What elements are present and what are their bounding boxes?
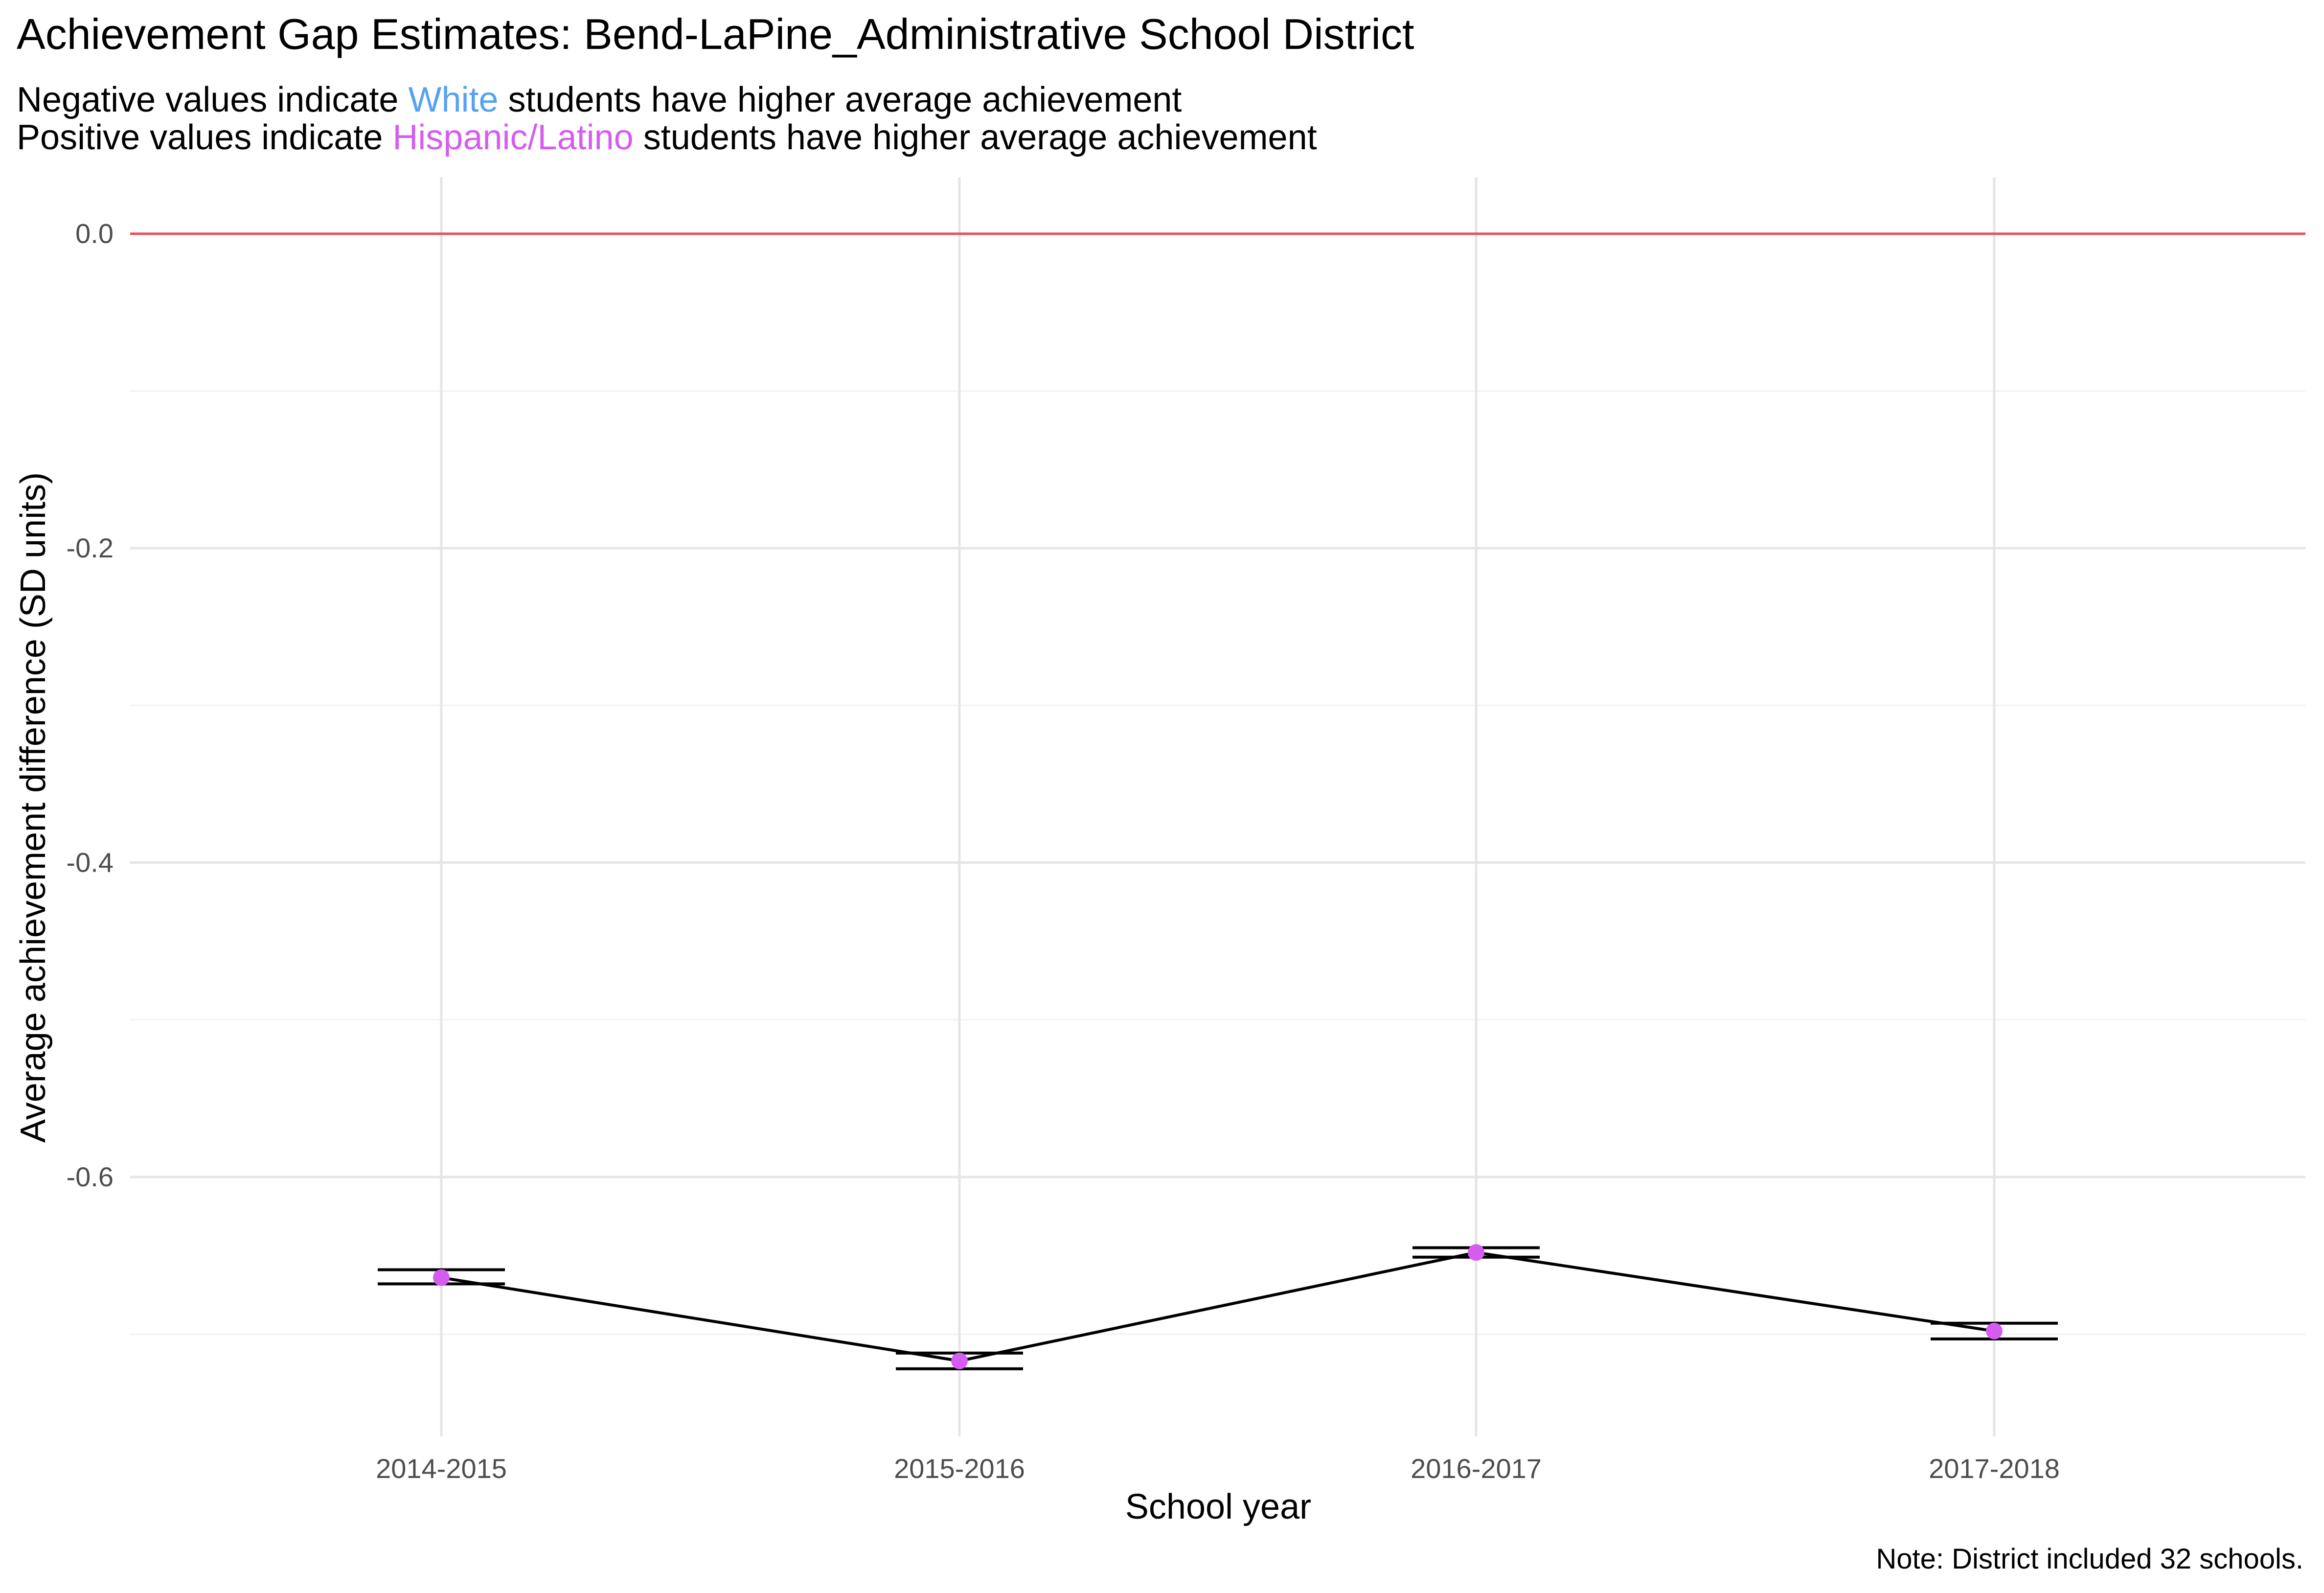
data-point [1986,1322,2003,1339]
data-point [951,1352,968,1369]
y-tick-label: -0.2 [67,532,114,563]
series-line [441,1251,1995,1362]
x-tick-label: 2015-2016 [894,1453,1025,1484]
y-axis-label: Average achievement difference (SD units… [14,472,53,1143]
chart-subtitle-line-1: Negative values indicate White students … [17,80,1182,119]
subtitle-1-part-3: students have higher average achievement [499,80,1182,119]
x-axis-label: School year [1125,1487,1311,1526]
subtitle-1-part-1: Negative values indicate [17,80,408,119]
y-tick-label: 0.0 [75,218,114,249]
x-tick-label: 2017-2018 [1929,1453,2060,1484]
y-axis-ticks: 0.0 -0.2 -0.4 -0.6 [67,218,114,1192]
y-tick-label: -0.4 [67,847,114,878]
chart-subtitle-line-2: Positive values indicate Hispanic/Latino… [17,118,1317,157]
x-axis-ticks: 2014-2015 2015-2016 2016-2017 2017-2018 [376,1453,2060,1484]
x-tick-label: 2016-2017 [1411,1453,1542,1484]
x-tick-label: 2014-2015 [376,1453,507,1484]
chart-caption: Note: District included 32 schools. [1876,1543,2303,1575]
subtitle-2-part-2: Hispanic/Latino [392,118,633,157]
subtitle-1-part-2: White [408,80,498,119]
y-tick-label: -0.6 [67,1161,114,1192]
subtitle-2-part-1: Positive values indicate [17,118,392,157]
series-layer [378,1244,2058,1370]
chart-title: Achievement Gap Estimates: Bend-LaPine_A… [17,10,1414,58]
data-point [1468,1244,1484,1261]
subtitle-2-part-3: students have higher average achievement [634,118,1317,157]
data-point [433,1269,450,1286]
